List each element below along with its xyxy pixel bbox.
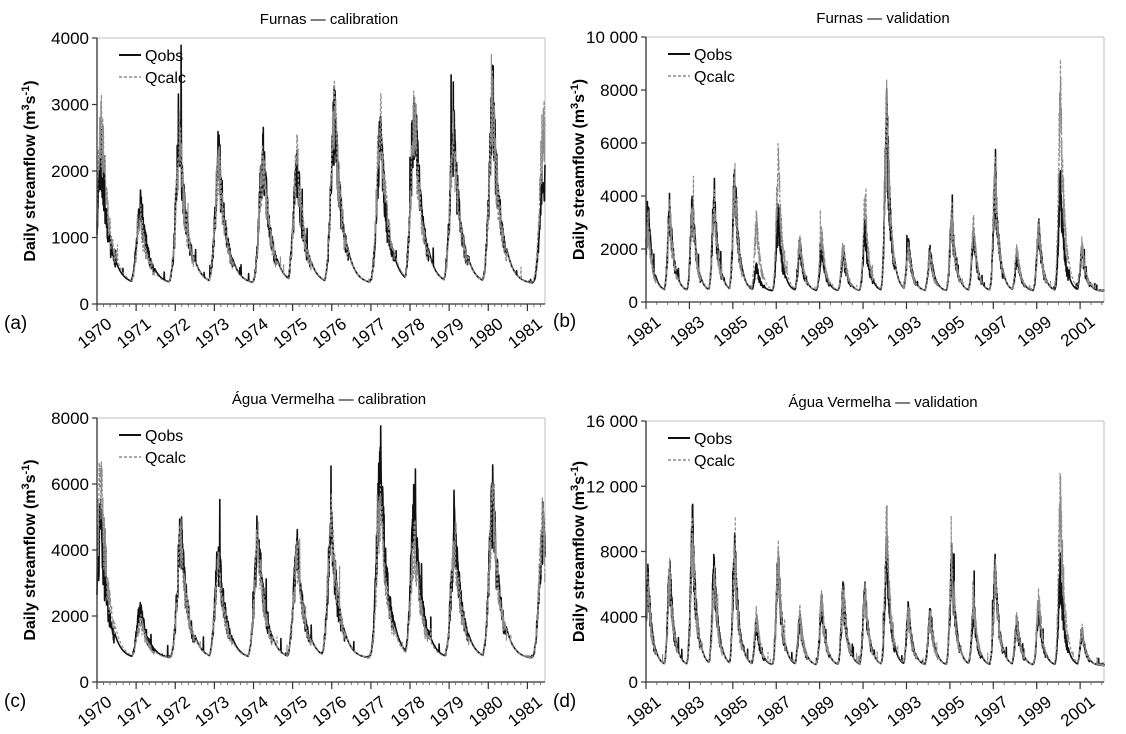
x-tick-label: 1987 bbox=[753, 692, 795, 730]
x-tick-label: 1976 bbox=[309, 314, 351, 352]
y-axis-label: Daily streamflow (m3s-1) bbox=[569, 461, 588, 642]
legend-label-qobs: Qobs bbox=[145, 48, 183, 65]
x-tick-label: 1987 bbox=[753, 312, 795, 350]
y-axis-label: Daily streamflow (m3s-1) bbox=[20, 459, 39, 640]
y-tick-label: 0 bbox=[629, 293, 638, 312]
legend-label-qobs: Qobs bbox=[694, 431, 732, 448]
panel-label: (a) bbox=[4, 313, 27, 334]
chart-title: Água Vermelha — validation bbox=[788, 394, 977, 411]
x-tick-label: 1981 bbox=[623, 692, 665, 730]
y-axis-label: Daily streamflow (m3s-1) bbox=[20, 80, 39, 261]
x-tick-label: 1983 bbox=[666, 312, 708, 350]
x-tick-label: 1981 bbox=[623, 312, 665, 350]
x-tick-label: 1970 bbox=[74, 314, 116, 352]
x-tick-label: 1976 bbox=[309, 692, 351, 730]
x-tick-label: 1979 bbox=[426, 314, 468, 352]
panel-label: (b) bbox=[553, 311, 576, 332]
y-tick-label: 4000 bbox=[51, 541, 89, 560]
x-tick-label: 1991 bbox=[840, 692, 882, 730]
y-tick-label: 8000 bbox=[600, 81, 638, 100]
x-tick-label: 2001 bbox=[1057, 312, 1099, 350]
x-tick-label: 1981 bbox=[504, 692, 546, 730]
chart-svg-d: 0 4000 8000 12 000 16 000 1981 1983 1985 1987 198… bbox=[553, 394, 1105, 730]
legend-label-qobs: Qobs bbox=[145, 428, 183, 445]
y-tick-label: 1000 bbox=[51, 229, 89, 248]
series-line-qcalc bbox=[645, 59, 1105, 292]
chart-svg-a: 0100020003000400019701971197219731974197… bbox=[4, 11, 546, 352]
x-tick-label: 1972 bbox=[152, 692, 194, 730]
x-tick-label: 1989 bbox=[797, 312, 839, 350]
x-tick-label: 1995 bbox=[927, 312, 969, 350]
x-tick-label: 1977 bbox=[348, 692, 390, 730]
x-tick-label: 1974 bbox=[230, 692, 272, 730]
x-tick-label: 1993 bbox=[883, 692, 925, 730]
y-tick-label: 2000 bbox=[51, 607, 89, 626]
y-tick-label: 8000 bbox=[51, 409, 89, 428]
chart-panel-b: 0 2000 4000 6000 8000 10 000 1981 1983 1985 1987 1… bbox=[553, 0, 1126, 367]
y-tick-label: 4000 bbox=[600, 187, 638, 206]
x-tick-label: 1975 bbox=[270, 314, 312, 352]
chart-svg-c: 0200040006000800019701971197219731974197… bbox=[4, 391, 546, 730]
x-tick-label: 1997 bbox=[970, 312, 1012, 350]
chart-title: Furnas — calibration bbox=[260, 11, 398, 28]
x-tick-label: 1989 bbox=[797, 692, 839, 730]
legend-label-qcalc: Qcalc bbox=[694, 69, 735, 86]
chart-title: Furnas — validation bbox=[816, 10, 949, 27]
x-tick-label: 1978 bbox=[387, 692, 429, 730]
x-tick-label: 1995 bbox=[927, 692, 969, 730]
y-tick-label: 4000 bbox=[600, 608, 638, 627]
series-line-qcalc bbox=[645, 472, 1105, 667]
x-tick-label: 1985 bbox=[710, 692, 752, 730]
chart-panel-c: 0 2000 4000 6000 8000 1970 1971 1972 1973 1974 197… bbox=[0, 367, 563, 734]
x-tick-label: 1999 bbox=[1014, 312, 1056, 350]
y-tick-label: 10 000 bbox=[586, 28, 638, 47]
x-tick-label: 1979 bbox=[426, 692, 468, 730]
panel-label: (d) bbox=[553, 691, 576, 712]
x-tick-label: 1991 bbox=[840, 312, 882, 350]
x-tick-label: 1980 bbox=[465, 314, 507, 352]
x-tick-label: 1970 bbox=[74, 692, 116, 730]
legend-label-qobs: Qobs bbox=[694, 47, 732, 64]
legend-label-qcalc: Qcalc bbox=[145, 450, 186, 467]
chart-title: Água Vermelha — calibration bbox=[232, 391, 426, 408]
y-tick-label: 2000 bbox=[51, 162, 89, 181]
chart-panel-a: 0 1000 2000 3000 4000 1970 1971 1972 1973 1974 197… bbox=[0, 0, 563, 367]
x-tick-label: 1975 bbox=[270, 692, 312, 730]
x-tick-label: 1993 bbox=[883, 312, 925, 350]
x-tick-label: 1981 bbox=[504, 314, 546, 352]
x-tick-label: 1972 bbox=[152, 314, 194, 352]
x-tick-label: 1999 bbox=[1014, 692, 1056, 730]
x-tick-label: 1978 bbox=[387, 314, 429, 352]
y-tick-label: 6000 bbox=[600, 134, 638, 153]
y-tick-label: 8000 bbox=[600, 543, 638, 562]
y-axis-label: Daily streamflow (m3s-1) bbox=[569, 79, 588, 260]
series-line-qcalc bbox=[96, 461, 546, 659]
x-tick-label: 1980 bbox=[465, 692, 507, 730]
x-tick-label: 1983 bbox=[666, 692, 708, 730]
x-tick-label: 1971 bbox=[113, 692, 155, 730]
y-tick-label: 3000 bbox=[51, 96, 89, 115]
legend-label-qcalc: Qcalc bbox=[694, 453, 735, 470]
y-tick-label: 2000 bbox=[600, 240, 638, 259]
legend-label-qcalc: Qcalc bbox=[145, 70, 186, 87]
y-tick-label: 0 bbox=[629, 673, 638, 692]
y-tick-label: 0 bbox=[80, 295, 89, 314]
x-tick-label: 1971 bbox=[113, 314, 155, 352]
y-tick-label: 12 000 bbox=[586, 477, 638, 496]
x-tick-label: 1973 bbox=[191, 692, 233, 730]
x-tick-label: 1973 bbox=[191, 314, 233, 352]
x-tick-label: 2001 bbox=[1057, 692, 1099, 730]
y-tick-label: 6000 bbox=[51, 475, 89, 494]
chart-panel-d: 0 4000 8000 12 000 16 000 1981 1983 1985 1987 198… bbox=[553, 367, 1126, 734]
x-tick-label: 1977 bbox=[348, 314, 390, 352]
x-tick-label: 1985 bbox=[710, 312, 752, 350]
x-tick-label: 1974 bbox=[230, 314, 272, 352]
y-tick-label: 4000 bbox=[51, 29, 89, 48]
y-tick-label: 16 000 bbox=[586, 412, 638, 431]
y-tick-label: 0 bbox=[80, 673, 89, 692]
panel-label: (c) bbox=[4, 691, 26, 712]
series-line-qcalc bbox=[96, 53, 546, 284]
x-tick-label: 1997 bbox=[970, 692, 1012, 730]
